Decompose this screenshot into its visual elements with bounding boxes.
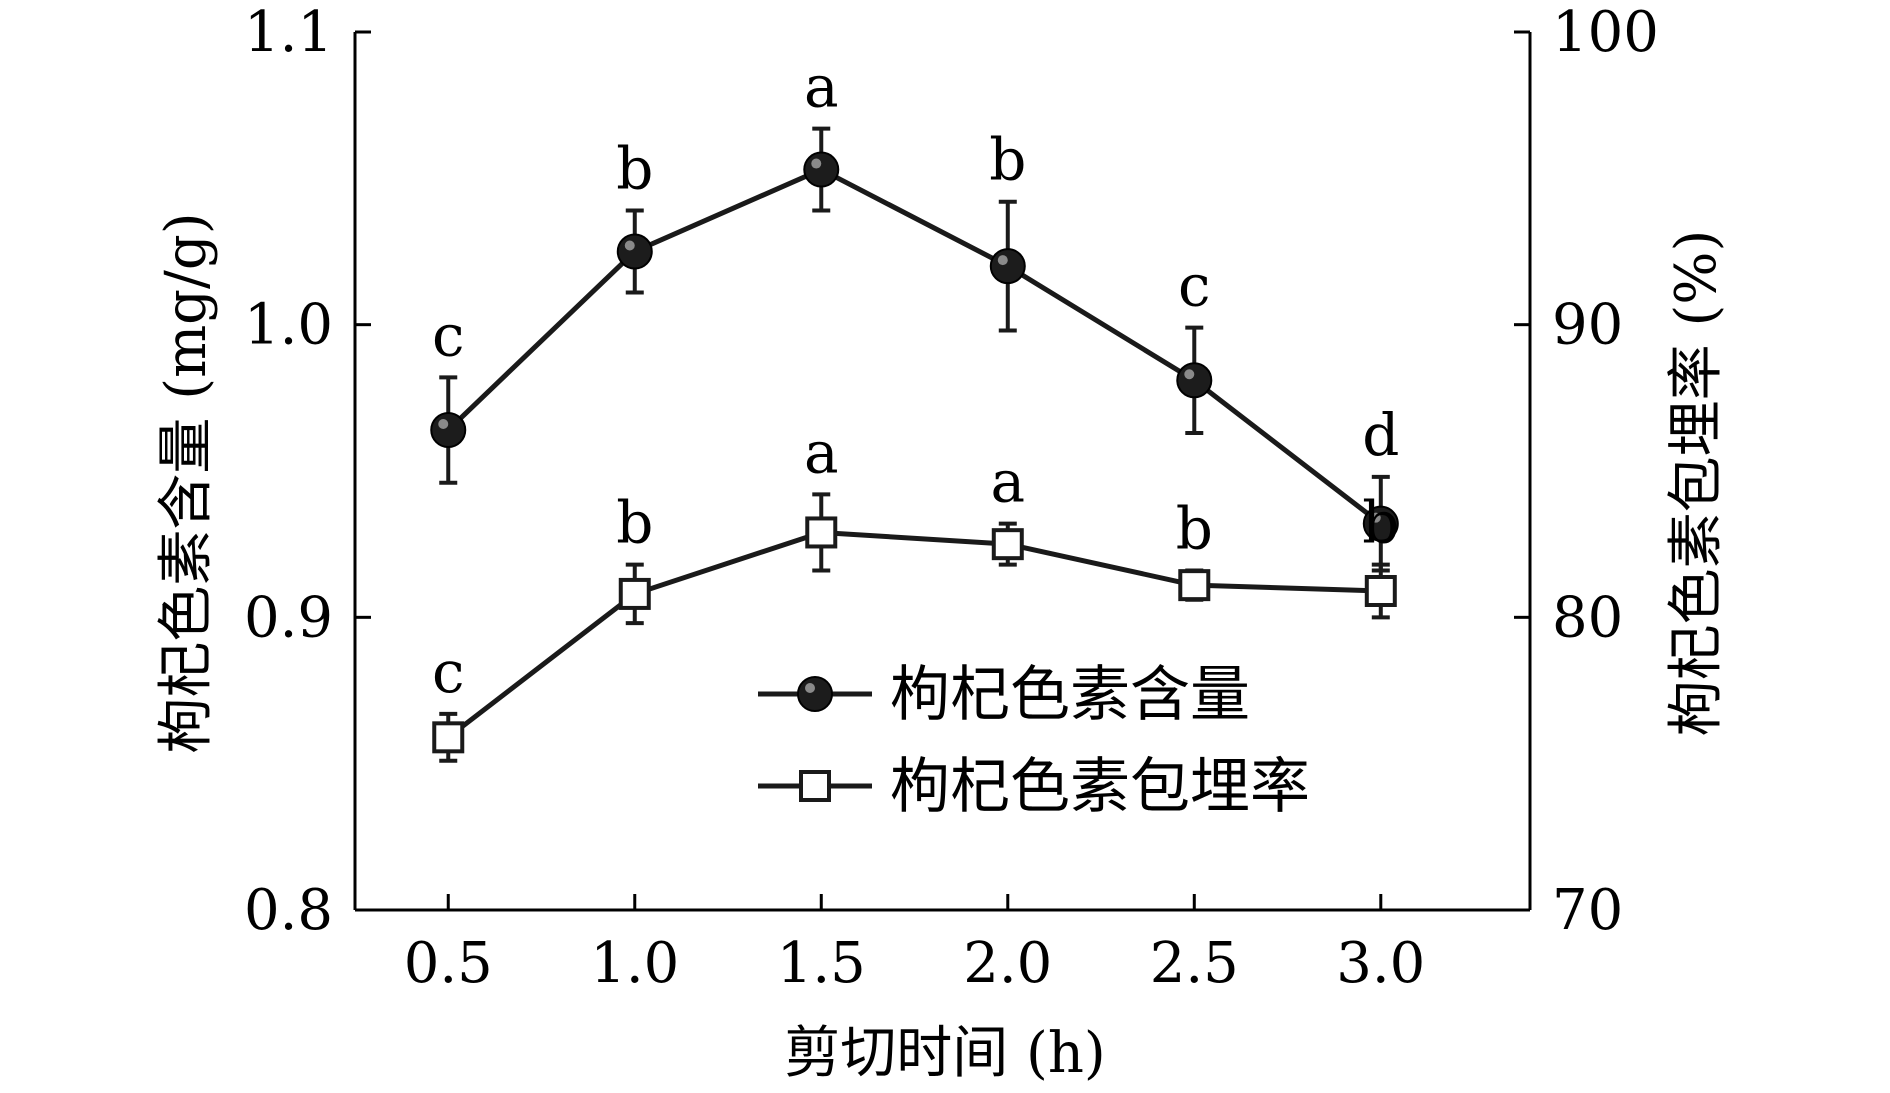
y-right-tick-label: 90 [1552, 293, 1623, 358]
significance-label: b [1362, 489, 1399, 557]
y-right-tick-label: 70 [1552, 878, 1623, 943]
legend-marker [799, 770, 831, 802]
data-point-highlight [624, 240, 635, 251]
axes [353, 32, 1532, 912]
legend-label: 枸杞色素含量 [890, 660, 1250, 730]
x-axis-title: 剪切时间 (h) [784, 1021, 1106, 1086]
legend-item-1: 枸杞色素含量 [758, 660, 1250, 730]
x-tick-label: 3.0 [1336, 931, 1425, 996]
y-right-tick-label: 80 [1552, 585, 1623, 650]
significance-label: a [990, 448, 1025, 516]
x-tick-label: 2.0 [963, 931, 1052, 996]
significance-label: b [616, 489, 653, 557]
x-tick-label: 0.5 [404, 931, 493, 996]
y-left-tick-label: 1.0 [244, 293, 333, 358]
data-point [989, 248, 1026, 285]
series-layer: c b a b c d c b a a b b [430, 53, 1399, 763]
data-point-highlight [1184, 369, 1195, 380]
data-point [1176, 362, 1213, 399]
legend-item-2: 枸杞色素包埋率 [758, 752, 1310, 822]
significance-label: d [1362, 401, 1399, 469]
legend-marker-highlight [805, 683, 815, 693]
y-left-tick-label: 0.9 [244, 585, 333, 650]
x-tick-label: 1.0 [590, 931, 679, 996]
series-1: c b a b c d [430, 53, 1399, 573]
data-point [430, 412, 467, 449]
y-right-ticks: 70 80 90 100 [1514, 0, 1659, 943]
data-point [805, 516, 838, 549]
data-point [1178, 569, 1211, 602]
data-point [618, 577, 651, 610]
significance-label: c [432, 301, 464, 369]
series-line [446, 529, 1381, 740]
x-ticks: 0.5 1.0 1.5 2.0 2.5 3.0 [404, 894, 1425, 996]
data-point-highlight [1370, 512, 1381, 523]
x-tick-label: 2.5 [1150, 931, 1239, 996]
significance-label: a [804, 418, 839, 486]
legend-marker [797, 676, 833, 712]
data-point-highlight [811, 158, 822, 169]
legend-label: 枸杞色素包埋率 [890, 752, 1310, 822]
y-left-tick-label: 0.8 [244, 878, 333, 943]
data-point-highlight [997, 255, 1008, 266]
data-point [616, 233, 653, 270]
significance-label: a [804, 53, 839, 121]
significance-label: b [989, 126, 1026, 194]
series-2: c b a a b b [432, 418, 1399, 763]
significance-label: b [1176, 495, 1213, 563]
y-left-ticks: 0.8 0.9 1.0 1.1 [244, 0, 371, 943]
significance-label: c [432, 638, 464, 706]
y-left-tick-label: 1.1 [244, 0, 333, 65]
y-left-axis-title: 枸杞色素含量 (mg/g) [154, 212, 219, 753]
data-point [991, 528, 1024, 561]
y-right-axis-title: 枸杞色素包埋率 (%) [1664, 230, 1729, 737]
data-point-highlight [438, 419, 449, 430]
data-point [1364, 574, 1397, 607]
x-tick-label: 1.5 [777, 931, 866, 996]
data-point [432, 721, 465, 754]
data-point [803, 151, 840, 188]
series-line [446, 167, 1383, 526]
y-right-tick-label: 100 [1552, 0, 1659, 65]
significance-label: c [1178, 252, 1210, 320]
significance-label: b [616, 135, 653, 203]
